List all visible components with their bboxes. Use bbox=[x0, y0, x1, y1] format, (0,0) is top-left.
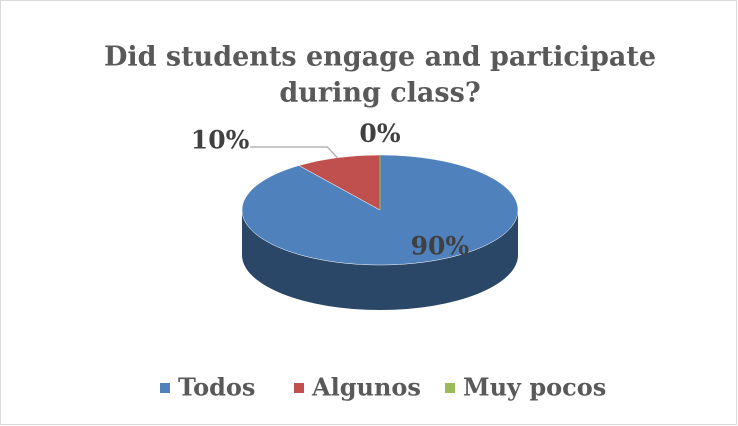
data-label: 90% bbox=[411, 232, 470, 261]
legend-swatch bbox=[160, 383, 170, 393]
legend-label: Todos bbox=[178, 373, 255, 402]
legend-label: Algunos bbox=[311, 373, 421, 402]
chart-title: during class? bbox=[279, 78, 480, 109]
legend-label: Muy pocos bbox=[463, 373, 606, 402]
slice-side bbox=[242, 210, 518, 310]
slice bbox=[298, 154, 381, 211]
data-label: 0% bbox=[359, 119, 400, 148]
data-label: 10% bbox=[191, 125, 250, 154]
legend-swatch bbox=[294, 383, 304, 393]
chart-title: Did students engage and participate bbox=[104, 42, 656, 73]
leader-line bbox=[250, 146, 338, 159]
legend-swatch bbox=[445, 383, 455, 393]
